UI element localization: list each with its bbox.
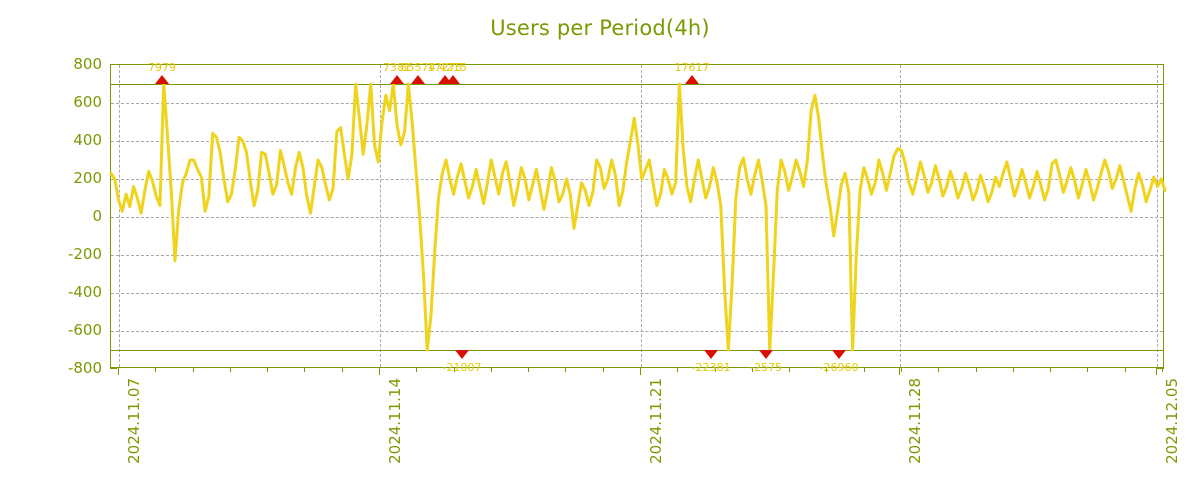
annotation-value-label: -22381 [691, 361, 731, 374]
x-minor-tick-bottom [715, 368, 716, 372]
y-tick-label: 400 [73, 131, 102, 149]
x-minor-tick-bottom [342, 368, 343, 372]
x-minor-tick-bottom [267, 368, 268, 372]
x-minor-tick-bottom [1050, 368, 1051, 372]
x-minor-tick-bottom [677, 368, 678, 372]
x-tick-mark [1156, 368, 1157, 375]
peak-marker-up[interactable] [685, 75, 699, 84]
x-minor-tick-bottom [826, 368, 827, 372]
annotation-value-label: 85574 [400, 61, 436, 74]
y-tick-label: 600 [73, 93, 102, 111]
x-minor-tick-bottom [528, 368, 529, 372]
annotation-value-label: 17617 [674, 61, 710, 74]
annotation-value-label: 17275 [427, 61, 463, 74]
x-minor-tick-bottom [1013, 368, 1014, 372]
y-tick-label: -400 [67, 283, 102, 301]
gridline-horizontal [111, 179, 1163, 180]
x-tick-mark [379, 368, 380, 375]
x-minor-tick-bottom [976, 368, 977, 372]
data-series-line [109, 82, 1167, 352]
y-tick-label: 200 [73, 169, 102, 187]
gridline-horizontal [111, 255, 1163, 256]
gridline-vertical [1157, 65, 1158, 367]
x-minor-tick-bottom [454, 368, 455, 372]
peak-marker-up[interactable] [155, 75, 169, 84]
peak-marker-down[interactable] [704, 350, 718, 359]
gridline-horizontal [111, 103, 1163, 104]
gridline-vertical [380, 65, 381, 367]
y-tick-label: 800 [73, 55, 102, 73]
x-minor-tick-bottom [155, 368, 156, 372]
y-tick-label: -800 [67, 359, 102, 377]
x-minor-tick-bottom [1087, 368, 1088, 372]
annotation-value-label: -26960 [819, 361, 859, 374]
gridline-vertical [641, 65, 642, 367]
x-minor-tick-bottom [1162, 368, 1163, 372]
x-tick-mark [899, 368, 900, 375]
annotation-value-label: -21007 [442, 361, 482, 374]
plot-area: 7979 7381 85574 17275 4215 17617 -21007 -22381 -… [109, 61, 1167, 374]
x-tick-label: 2024.11.28 [906, 378, 924, 464]
x-tick-label: 2024.11.14 [386, 378, 404, 464]
annotation-value-label: 7381 [383, 61, 411, 74]
peak-marker-up[interactable] [446, 75, 460, 84]
x-minor-tick-bottom [864, 368, 865, 372]
x-minor-tick-bottom [230, 368, 231, 372]
peak-marker-up[interactable] [390, 75, 404, 84]
gridline-horizontal [111, 217, 1163, 218]
x-minor-tick-bottom [304, 368, 305, 372]
peak-marker-up[interactable] [411, 75, 425, 84]
x-minor-tick-bottom [565, 368, 566, 372]
x-minor-tick-bottom [938, 368, 939, 372]
peak-marker-up[interactable] [438, 75, 452, 84]
annotation-value-label: -2575 [750, 361, 782, 374]
x-minor-tick-bottom [752, 368, 753, 372]
x-minor-tick-bottom [1125, 368, 1126, 372]
x-tick-label: 2024.11.07 [125, 378, 143, 464]
gridline-vertical [119, 65, 120, 367]
y-tick-label: 0 [92, 207, 102, 225]
x-minor-tick-bottom [901, 368, 902, 372]
x-minor-tick-bottom [193, 368, 194, 372]
peak-marker-down[interactable] [759, 350, 773, 359]
gridline-horizontal [111, 331, 1163, 332]
x-minor-tick-bottom [491, 368, 492, 372]
threshold-line [111, 350, 1163, 351]
y-tick-label: -200 [67, 245, 102, 263]
x-tick-mark [640, 368, 641, 375]
x-minor-tick-bottom [789, 368, 790, 372]
series-path [109, 82, 1167, 352]
x-minor-tick-bottom [416, 368, 417, 372]
peak-marker-down[interactable] [455, 350, 469, 359]
x-minor-tick-bottom [603, 368, 604, 372]
gridline-vertical [900, 65, 901, 367]
gridline-horizontal [111, 293, 1163, 294]
x-tick-mark [118, 368, 119, 375]
threshold-line [111, 84, 1163, 85]
annotation-value-label: 7979 [148, 61, 176, 74]
x-tick-label: 2024.11.21 [647, 378, 665, 464]
annotation-value-label: 4215 [439, 61, 467, 74]
chart-title: Users per Period(4h) [490, 16, 710, 40]
y-tick-label: -600 [67, 321, 102, 339]
x-tick-label: 2024.12.05 [1163, 378, 1181, 464]
peak-marker-down[interactable] [832, 350, 846, 359]
